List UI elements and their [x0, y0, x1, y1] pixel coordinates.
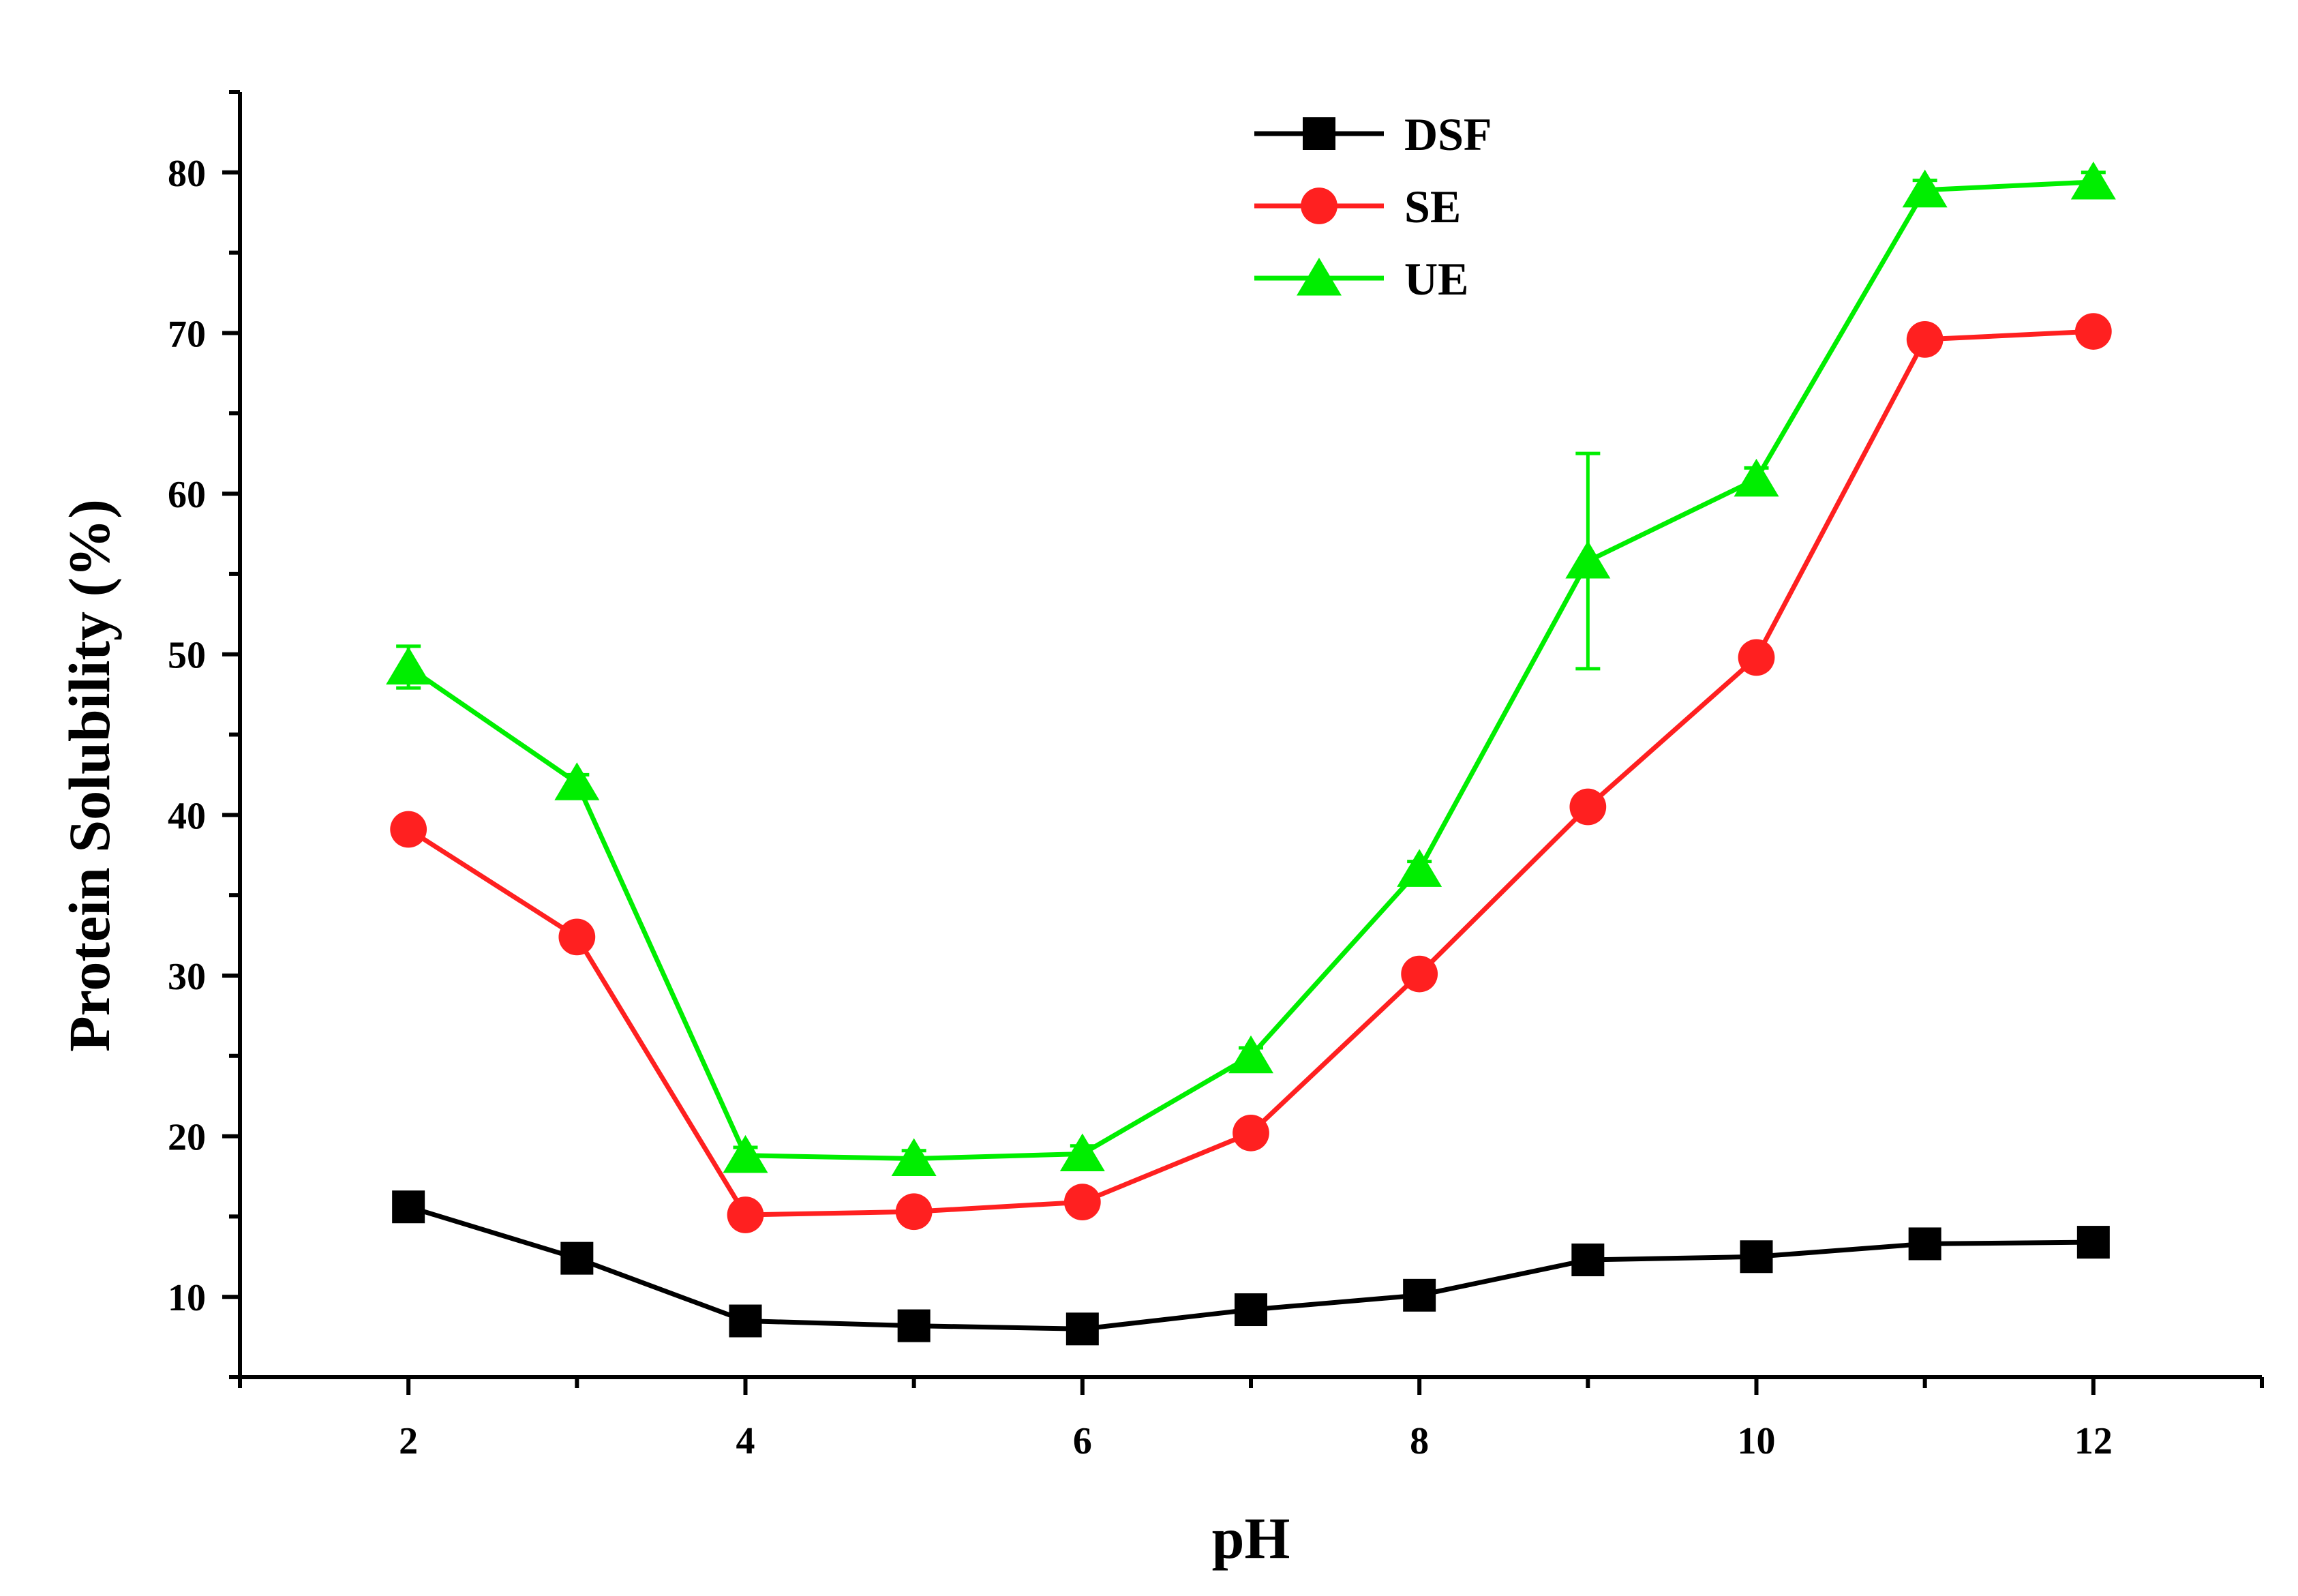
- series-line-se: [407, 329, 2093, 1218]
- axes: 2 4 6 8 10 12 10 20 30 40 50 60 70 80: [168, 90, 2264, 1462]
- x-tick-label: 10: [1738, 1420, 1776, 1462]
- data-point-ue: [1059, 1133, 1105, 1171]
- data-point-se: [2074, 313, 2112, 350]
- data-point-ue: [891, 1138, 937, 1177]
- x-tick-label: 8: [1410, 1420, 1429, 1462]
- x-axis-title: pH: [1212, 1505, 1290, 1571]
- y-tick-label: 30: [168, 956, 206, 998]
- data-point-ue: [2070, 161, 2116, 200]
- legend: DSF SE UE: [1254, 108, 1492, 305]
- legend-label-dsf: DSF: [1404, 108, 1492, 160]
- y-tick-label: 40: [168, 795, 206, 837]
- data-point-se: [1738, 639, 1775, 676]
- data-point-se: [1401, 955, 1438, 993]
- legend-item-se: SE: [1254, 181, 1461, 232]
- legend-item-dsf: DSF: [1254, 108, 1492, 160]
- data-point-dsf: [2076, 1226, 2110, 1259]
- data-point-se: [390, 811, 427, 848]
- data-point-ue: [1228, 1035, 1273, 1074]
- data-point-dsf: [729, 1304, 762, 1338]
- data-point-se: [1569, 788, 1607, 826]
- y-tick-label: 10: [168, 1277, 206, 1319]
- data-point-ue: [554, 762, 600, 800]
- x-tick-label: 2: [399, 1420, 418, 1462]
- data-point-dsf: [897, 1309, 931, 1342]
- data-point-ue: [1902, 169, 1948, 208]
- data-point-ue: [386, 646, 432, 685]
- data-point-se: [558, 918, 596, 956]
- data-point-dsf: [1235, 1293, 1267, 1327]
- series-se: [390, 313, 2112, 1233]
- legend-label-se: SE: [1404, 181, 1461, 232]
- plot-area: [386, 161, 2116, 1346]
- data-point-dsf: [1571, 1243, 1605, 1276]
- legend-label-ue: UE: [1404, 253, 1468, 305]
- legend-marker-dsf: [1303, 117, 1335, 150]
- x-tick-label: 12: [2074, 1420, 2113, 1462]
- legend-marker-ue: [1297, 258, 1342, 296]
- y-tick-label: 80: [168, 153, 206, 195]
- data-point-ue: [723, 1134, 768, 1173]
- y-tick-label: 50: [168, 635, 206, 677]
- data-point-dsf: [392, 1190, 425, 1224]
- y-tick-label: 20: [168, 1117, 206, 1159]
- x-tick-label: 4: [736, 1420, 755, 1462]
- y-tick-label: 70: [168, 313, 206, 355]
- data-point-dsf: [1403, 1278, 1436, 1312]
- series-ue: [386, 161, 2116, 1177]
- y-tick-label: 60: [168, 474, 206, 516]
- data-point-dsf: [1908, 1227, 1941, 1261]
- data-point-ue: [1565, 541, 1611, 579]
- data-point-ue: [1734, 458, 1779, 497]
- legend-item-ue: UE: [1254, 253, 1468, 305]
- data-point-se: [895, 1193, 933, 1231]
- data-point-se: [1906, 320, 1944, 358]
- data-point-ue: [1397, 849, 1442, 887]
- data-point-se: [1063, 1184, 1101, 1221]
- data-point-se: [727, 1196, 764, 1233]
- data-point-dsf: [560, 1241, 594, 1275]
- data-point-dsf: [1065, 1312, 1099, 1346]
- y-axis-title: Protein Solubility (%): [57, 499, 122, 1052]
- x-tick-label: 6: [1073, 1420, 1092, 1462]
- data-point-dsf: [1740, 1240, 1773, 1274]
- data-point-se: [1233, 1114, 1269, 1151]
- series-dsf: [392, 1190, 2110, 1346]
- series-line-ue: [407, 179, 2093, 1161]
- legend-marker-se: [1301, 187, 1337, 224]
